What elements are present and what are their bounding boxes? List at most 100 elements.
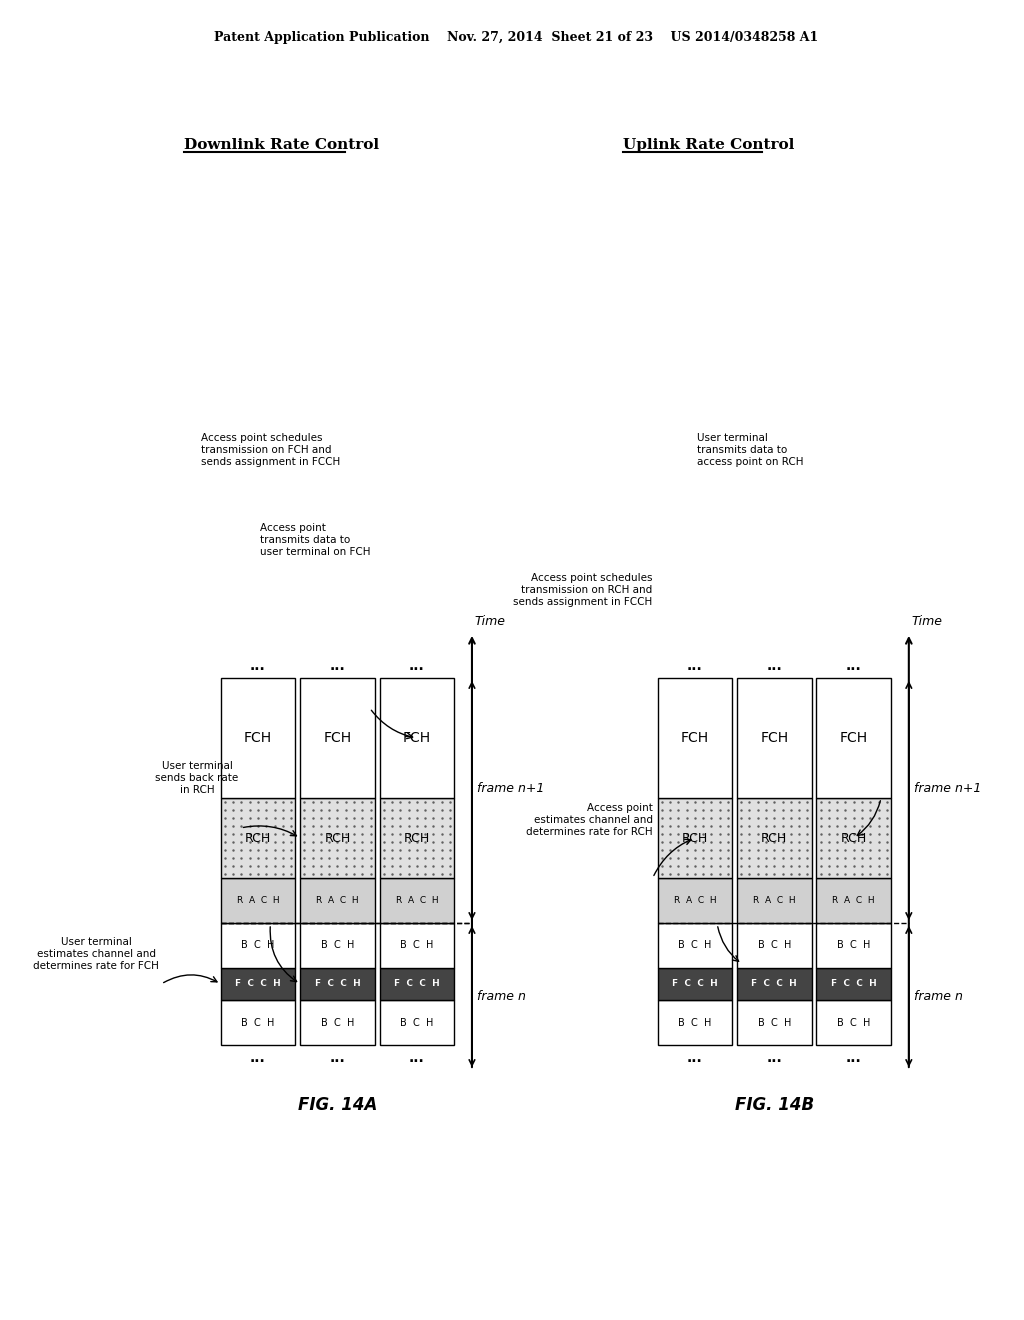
- Text: RCH: RCH: [325, 832, 350, 845]
- Text: RCH: RCH: [841, 832, 867, 845]
- Text: frame n: frame n: [477, 990, 525, 1003]
- Bar: [657, 799, 732, 878]
- Text: R  A  C  H: R A C H: [237, 896, 280, 906]
- Text: B  C  H: B C H: [758, 1018, 791, 1027]
- Bar: [380, 968, 454, 1001]
- Text: frame n+1: frame n+1: [477, 781, 545, 795]
- Text: ...: ...: [766, 1051, 782, 1064]
- Text: Patent Application Publication    Nov. 27, 2014  Sheet 21 of 23    US 2014/03482: Patent Application Publication Nov. 27, …: [214, 32, 818, 45]
- Text: FCH: FCH: [840, 731, 867, 744]
- Text: FCH: FCH: [324, 731, 351, 744]
- Text: FCH: FCH: [760, 731, 788, 744]
- Text: B  C  H: B C H: [400, 940, 433, 950]
- Text: RCH: RCH: [403, 832, 430, 845]
- Text: F  C  C  H: F C C H: [672, 979, 718, 989]
- Text: ...: ...: [687, 1051, 702, 1064]
- Text: ...: ...: [409, 1051, 425, 1064]
- Text: User terminal
transmits data to
access point on RCH: User terminal transmits data to access p…: [697, 433, 804, 466]
- Bar: [737, 799, 812, 878]
- Bar: [380, 1001, 454, 1045]
- Text: Access point schedules
transmission on RCH and
sends assignment in FCCH: Access point schedules transmission on R…: [513, 573, 652, 607]
- Bar: [380, 923, 454, 968]
- Text: FIG. 14A: FIG. 14A: [298, 1096, 377, 1114]
- Bar: [300, 799, 375, 878]
- Text: ...: ...: [687, 659, 702, 672]
- Text: B  C  H: B C H: [242, 940, 274, 950]
- Text: Access point schedules
transmission on FCH and
sends assignment in FCCH: Access point schedules transmission on F…: [201, 433, 340, 466]
- Text: F  C  C  H: F C C H: [672, 979, 718, 989]
- Text: FCH: FCH: [681, 731, 709, 744]
- Bar: [221, 1001, 295, 1045]
- Text: B  C  H: B C H: [321, 1018, 354, 1027]
- Text: R  A  C  H: R A C H: [753, 896, 796, 906]
- Text: B  C  H: B C H: [837, 940, 870, 950]
- Text: RCH: RCH: [761, 832, 787, 845]
- Text: F  C  C  H: F C C H: [752, 979, 797, 989]
- Text: F  C  C  H: F C C H: [314, 979, 360, 989]
- Text: B  C  H: B C H: [678, 940, 712, 950]
- Text: B  C  H: B C H: [400, 1018, 433, 1027]
- Text: ...: ...: [766, 659, 782, 672]
- Text: RCH: RCH: [682, 832, 708, 845]
- Text: B  C  H: B C H: [678, 1018, 712, 1027]
- Text: F  C  C  H: F C C H: [830, 979, 877, 989]
- Text: Time: Time: [475, 615, 506, 628]
- Text: Access point
estimates channel and
determines rate for RCH: Access point estimates channel and deter…: [526, 804, 652, 837]
- Text: ...: ...: [330, 1051, 345, 1064]
- Text: B  C  H: B C H: [758, 940, 791, 950]
- Bar: [816, 878, 891, 923]
- Text: Time: Time: [911, 615, 943, 628]
- Bar: [816, 799, 891, 878]
- Text: FCH: FCH: [402, 731, 431, 744]
- Text: F  C  C  H: F C C H: [752, 979, 797, 989]
- Bar: [657, 678, 732, 799]
- Text: ...: ...: [330, 659, 345, 672]
- Bar: [221, 923, 295, 968]
- Text: F  C  C  H: F C C H: [236, 979, 281, 989]
- Text: FIG. 14B: FIG. 14B: [735, 1096, 814, 1114]
- Text: B  C  H: B C H: [321, 940, 354, 950]
- Text: B  C  H: B C H: [242, 1018, 274, 1027]
- Bar: [816, 968, 891, 1001]
- Bar: [816, 1001, 891, 1045]
- Bar: [221, 878, 295, 923]
- Bar: [657, 1001, 732, 1045]
- Text: F  C  C  H: F C C H: [830, 979, 877, 989]
- Text: ...: ...: [250, 659, 266, 672]
- Text: Uplink Rate Control: Uplink Rate Control: [623, 139, 795, 152]
- Text: ...: ...: [250, 1051, 266, 1064]
- Bar: [380, 799, 454, 878]
- Bar: [380, 878, 454, 923]
- Bar: [380, 678, 454, 799]
- Text: ...: ...: [409, 659, 425, 672]
- Text: Access point
transmits data to
user terminal on FCH: Access point transmits data to user term…: [260, 524, 371, 557]
- Bar: [300, 1001, 375, 1045]
- Bar: [300, 678, 375, 799]
- Text: F  C  C  H: F C C H: [236, 979, 281, 989]
- Bar: [300, 968, 375, 1001]
- Text: frame n: frame n: [913, 990, 963, 1003]
- Text: B  C  H: B C H: [837, 1018, 870, 1027]
- Text: User terminal
sends back rate
in RCH: User terminal sends back rate in RCH: [156, 762, 239, 795]
- Text: User terminal
estimates channel and
determines rate for FCH: User terminal estimates channel and dete…: [34, 937, 159, 970]
- Bar: [737, 1001, 812, 1045]
- Text: R  A  C  H: R A C H: [395, 896, 438, 906]
- Text: ...: ...: [846, 659, 861, 672]
- Bar: [737, 878, 812, 923]
- Text: R  A  C  H: R A C H: [833, 896, 876, 906]
- Text: F  C  C  H: F C C H: [314, 979, 360, 989]
- Bar: [300, 923, 375, 968]
- Bar: [657, 923, 732, 968]
- Bar: [657, 878, 732, 923]
- Text: FCH: FCH: [244, 731, 272, 744]
- Bar: [657, 968, 732, 1001]
- Bar: [737, 678, 812, 799]
- Bar: [737, 923, 812, 968]
- Text: ...: ...: [846, 1051, 861, 1064]
- Bar: [221, 799, 295, 878]
- Text: RCH: RCH: [245, 832, 271, 845]
- Bar: [300, 878, 375, 923]
- Text: R  A  C  H: R A C H: [674, 896, 716, 906]
- Text: frame n+1: frame n+1: [913, 781, 981, 795]
- Bar: [221, 968, 295, 1001]
